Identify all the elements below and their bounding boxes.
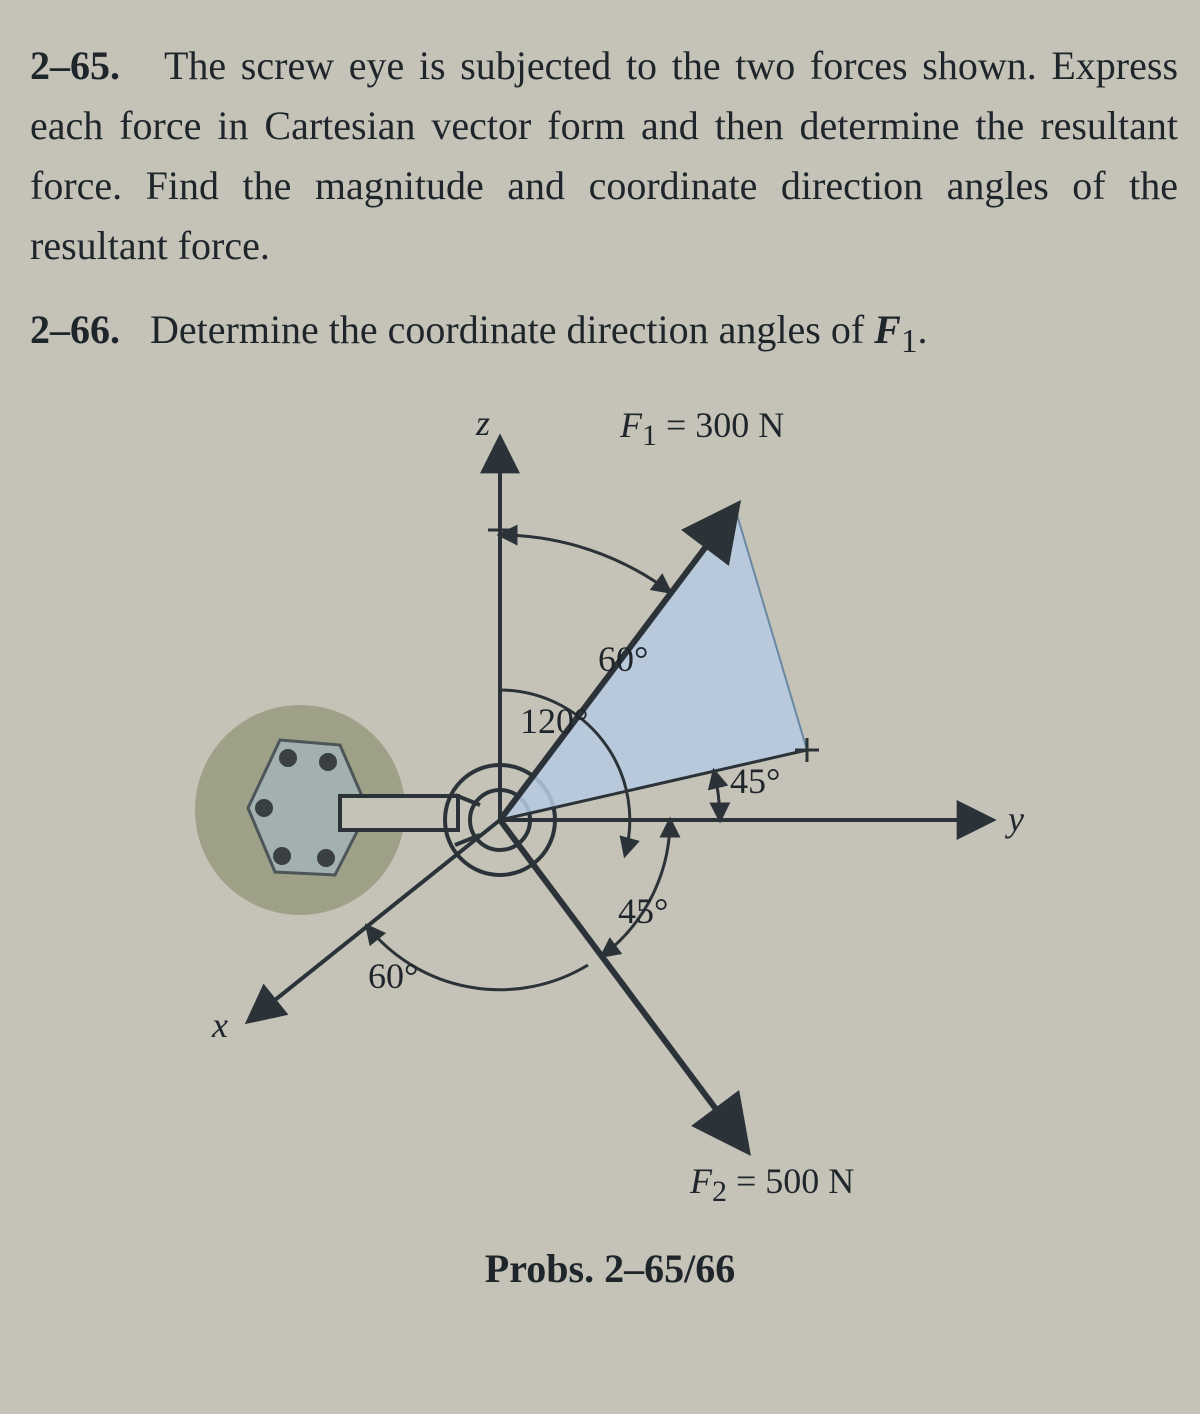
f2-label: F2 = 500 N: [690, 1160, 854, 1209]
problem-2-65: 2–65. The screw eye is subjected to the …: [30, 36, 1178, 276]
angle-60-f1: 60°: [598, 638, 648, 680]
problem-number: 2–66.: [30, 307, 120, 352]
problem-body: The screw eye is subjected to the two fo…: [30, 43, 1178, 268]
angle-45-f2: 45°: [618, 890, 668, 932]
f2-vector: [500, 820, 745, 1148]
f-sub: 1: [901, 323, 918, 360]
angle-60-x: 60°: [368, 955, 418, 997]
problem-body-post: .: [918, 307, 928, 352]
diagram-svg: [170, 380, 1050, 1310]
arc-45-f2: [602, 820, 670, 956]
angle-45-y: 45°: [730, 760, 780, 802]
figure-caption: Probs. 2–65/66: [170, 1245, 1050, 1292]
x-label: x: [212, 1004, 228, 1046]
arc-60-z-f1: [500, 535, 670, 592]
f-symbol: F: [874, 307, 901, 352]
force-diagram: z y x F1 = 300 N F2 = 500 N 60° 120° 45°…: [170, 380, 1050, 1310]
angle-120: 120°: [520, 700, 588, 742]
z-label: z: [476, 402, 490, 444]
problem-number: 2–65.: [30, 43, 120, 88]
problem-2-66: 2–66. Determine the coordinate direction…: [30, 300, 1178, 367]
screw-shank: [340, 796, 458, 830]
problem-body-pre: Determine the coordinate direction angle…: [150, 307, 874, 352]
arc-45-y: [714, 771, 720, 820]
f1-label: F1 = 300 N: [620, 404, 784, 453]
y-label: y: [1008, 798, 1024, 840]
